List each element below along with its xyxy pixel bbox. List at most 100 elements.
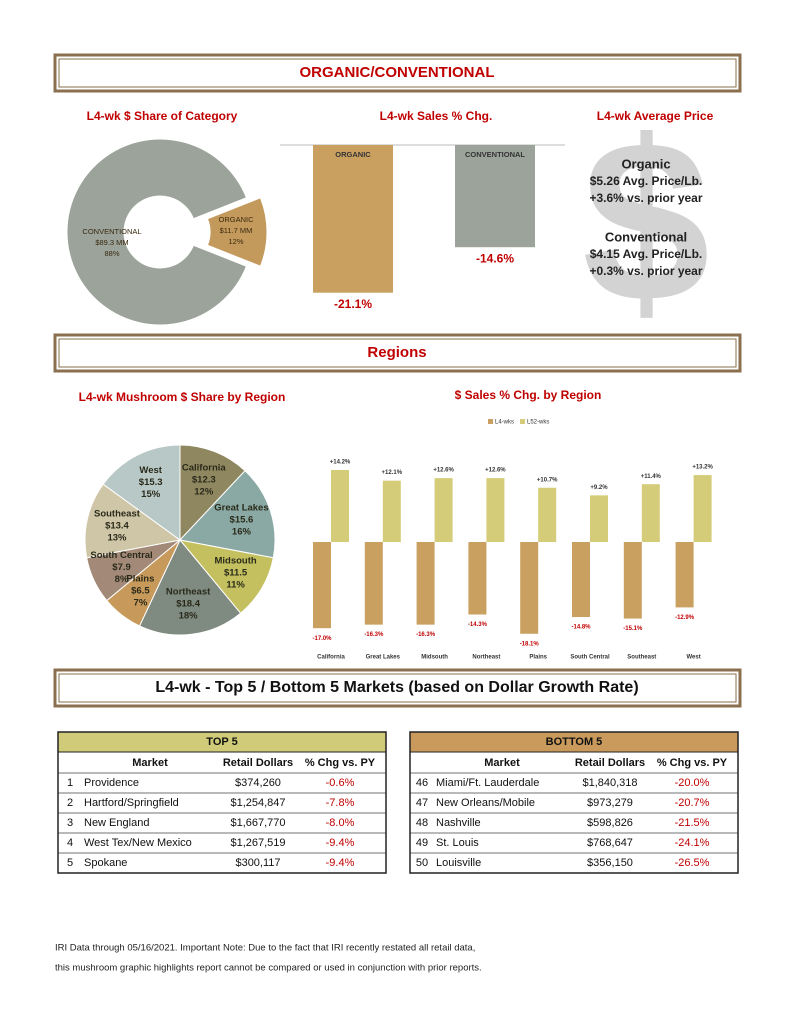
retail-dollars: $768,647	[587, 837, 633, 849]
bar	[572, 542, 590, 618]
section-frame	[53, 333, 742, 373]
pie-slice	[178, 539, 274, 614]
pie-slice	[84, 483, 182, 559]
slice-amount: $11.7 MM	[220, 226, 253, 235]
retail-dollars: $300,117	[235, 857, 280, 869]
slice-amount: $15.3	[139, 477, 163, 488]
slice-label: South Central	[90, 550, 152, 561]
pct-change: -21.5%	[675, 817, 710, 829]
column-header: Market	[132, 757, 168, 769]
slice-amount: $11.5	[224, 567, 248, 578]
bar-value: -15.1%	[623, 626, 643, 632]
bar	[313, 542, 331, 629]
bar	[538, 487, 557, 542]
section-title: Regions	[367, 344, 426, 361]
column-header: Retail Dollars	[575, 757, 645, 769]
price-value: $5.26 Avg. Price/Lb.	[590, 174, 703, 188]
slice-value: 12%	[194, 486, 214, 497]
rank: 47	[416, 797, 428, 809]
slice-value: 7%	[134, 598, 148, 609]
chart-title: L4-wk Mushroom $ Share by Region	[79, 390, 286, 404]
pct-change: -9.4%	[326, 857, 355, 869]
table-title: TOP 5	[206, 736, 237, 748]
bar-category: ORGANIC	[335, 150, 371, 159]
retail-dollars: $1,840,318	[582, 777, 637, 789]
chart-title: L4-wk Sales % Chg.	[380, 109, 493, 123]
legend-swatch	[520, 419, 525, 424]
bar	[331, 470, 349, 542]
x-tick-label: California	[317, 655, 345, 661]
pie-slice	[179, 470, 276, 559]
slice-value: 18%	[179, 611, 199, 622]
slice-amount: $15.6	[230, 515, 254, 526]
bar	[693, 475, 712, 542]
market: St. Louis	[436, 837, 479, 849]
rank: 49	[416, 837, 428, 849]
pct-change: -26.5%	[675, 857, 710, 869]
column-header: % Chg vs. PY	[657, 757, 728, 769]
pie-slice	[102, 444, 181, 541]
section-frame	[53, 668, 742, 708]
section-frame	[58, 673, 737, 703]
legend-label: L4-wks	[495, 420, 514, 426]
bar-value: +12.6%	[433, 468, 454, 474]
x-tick-label: Southeast	[627, 655, 656, 661]
pie-slice	[179, 444, 246, 542]
slice-label: California	[182, 462, 227, 473]
market: New England	[84, 817, 149, 829]
rank: 1	[67, 777, 73, 789]
pct-change: -0.6%	[326, 777, 355, 789]
market: Nashville	[436, 817, 481, 829]
donut-slice	[206, 197, 268, 267]
section-title: L4-wk - Top 5 / Bottom 5 Markets (based …	[155, 679, 638, 696]
slice-label: Southeast	[94, 508, 141, 519]
bar-value: -17.0%	[312, 636, 332, 642]
bar	[590, 495, 608, 542]
slice-value: 16%	[232, 527, 252, 538]
bar-value: +12.6%	[485, 468, 506, 474]
column-header: Retail Dollars	[223, 757, 293, 769]
table-border	[409, 731, 739, 874]
pct-change: -9.4%	[326, 837, 355, 849]
pct-change: -24.1%	[675, 837, 710, 849]
price-name: Organic	[621, 156, 670, 171]
market: Spokane	[84, 857, 127, 869]
bar	[434, 478, 453, 542]
footer-note: IRI Data through 05/16/2021. Important N…	[55, 943, 475, 954]
column-header: Market	[484, 757, 520, 769]
price-change: +3.6% vs. prior year	[589, 191, 702, 205]
bar-value: -12.9%	[675, 615, 695, 621]
slice-label: Plains	[126, 574, 154, 585]
bar	[364, 542, 383, 625]
bar	[313, 145, 393, 293]
x-tick-label: Great Lakes	[366, 655, 401, 661]
bar	[623, 542, 642, 619]
slice-amount: $18.4	[176, 599, 200, 610]
retail-dollars: $356,150	[587, 857, 633, 869]
slice-label: Midsouth	[214, 555, 256, 566]
rank: 4	[67, 837, 73, 849]
slice-label: Great Lakes	[214, 503, 268, 514]
table-header-band	[58, 732, 386, 752]
slice-label: CONVENTIONAL	[82, 227, 141, 236]
panel-title: L4-wk Average Price	[597, 109, 714, 123]
bar	[382, 480, 401, 542]
footer-note: this mushroom graphic highlights report …	[55, 963, 482, 974]
x-tick-label: Midsouth	[421, 655, 448, 661]
slice-value: 12%	[228, 237, 243, 246]
price-name: Conventional	[605, 229, 687, 244]
retail-dollars: $1,267,519	[230, 837, 285, 849]
legend-swatch	[488, 419, 493, 424]
bar-value: +11.4%	[641, 474, 662, 480]
bar-value: -14.6%	[476, 251, 514, 265]
section-frame	[58, 338, 737, 368]
donut-slice	[66, 138, 248, 326]
market: Providence	[84, 777, 139, 789]
retail-dollars: $1,254,847	[230, 797, 285, 809]
bar	[520, 542, 539, 634]
bar	[455, 145, 535, 248]
rank: 50	[416, 857, 428, 869]
bar-value: -14.3%	[468, 622, 488, 628]
market: Hartford/Springfield	[84, 797, 179, 809]
